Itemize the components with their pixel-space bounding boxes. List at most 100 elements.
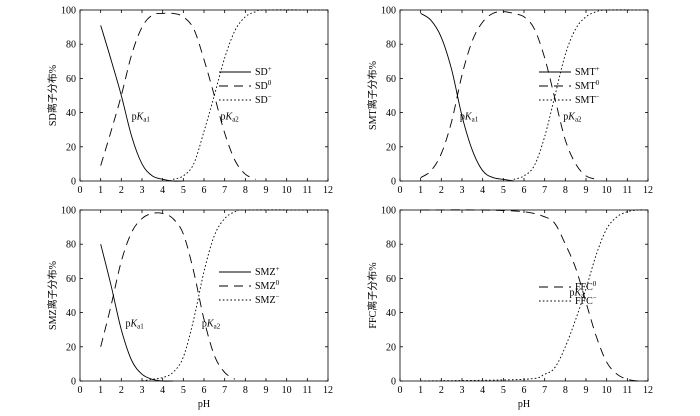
y-tick-label: 80 <box>386 240 396 251</box>
x-axis-label: pH <box>518 399 530 410</box>
x-tick-label: 10 <box>602 385 612 396</box>
y-axis-label: FFC离子分布% <box>366 262 379 328</box>
x-tick-label: 6 <box>202 385 207 396</box>
x-tick-label: 10 <box>282 385 292 396</box>
legend-label: SD0 <box>255 79 272 92</box>
y-tick-label: 100 <box>61 206 76 217</box>
y-axis-label: SMZ离子分布% <box>46 261 59 330</box>
panel-smz: 0 1 2 3 4 5 6 7 8 9 10 11 12020406080100SMZ离子分布%pHpK… <box>46 206 333 411</box>
y-tick-label: 0 <box>71 177 76 188</box>
y-tick-label: 80 <box>386 40 396 51</box>
x-tick-label: 5 <box>501 385 506 396</box>
x-tick-label: 4 <box>480 385 485 396</box>
x-tick-label: 9 <box>264 185 269 196</box>
x-tick-label: 2 <box>119 185 124 196</box>
legend-label: SMT+ <box>575 65 600 78</box>
y-tick-label: 100 <box>61 6 76 17</box>
legend-label: SD− <box>255 93 272 106</box>
x-tick-label: 12 <box>323 385 333 396</box>
x-tick-label: 1 <box>98 185 103 196</box>
y-tick-label: 0 <box>391 177 396 188</box>
pka-annotation: pKa1 <box>132 111 151 123</box>
pka-annotation: pKa <box>569 288 585 300</box>
series-line-smz-1 <box>100 212 236 380</box>
x-tick-label: 12 <box>323 185 333 196</box>
y-tick-label: 20 <box>66 342 76 353</box>
x-tick-label: 11 <box>623 185 633 196</box>
x-tick-label: 6 <box>202 185 207 196</box>
x-tick-label: 0 <box>78 385 83 396</box>
x-tick-label: 3 <box>140 185 145 196</box>
x-tick-label: 9 <box>584 385 589 396</box>
x-tick-label: 7 <box>222 385 227 396</box>
y-axis-label: SMT离子分布% <box>366 61 379 130</box>
x-tick-label: 5 <box>501 185 506 196</box>
x-tick-label: 11 <box>623 385 633 396</box>
y-tick-label: 60 <box>386 274 396 285</box>
x-tick-label: 10 <box>602 185 612 196</box>
legend-label: SD+ <box>255 65 272 78</box>
series-line-smt-2 <box>513 9 649 180</box>
legend-label: FFC0 <box>575 280 597 293</box>
y-tick-label: 40 <box>66 108 76 119</box>
x-tick-label: 1 <box>418 385 423 396</box>
y-tick-label: 40 <box>66 308 76 319</box>
plot-frame <box>399 209 649 382</box>
x-tick-label: 0 <box>398 385 403 396</box>
y-tick-label: 80 <box>66 240 76 251</box>
y-tick-label: 20 <box>386 342 396 353</box>
series-line-sd-0 <box>100 25 184 182</box>
x-tick-label: 11 <box>303 185 313 196</box>
y-tick-label: 60 <box>386 74 396 85</box>
x-tick-label: 12 <box>643 185 653 196</box>
x-tick-label: 4 <box>160 385 165 396</box>
x-tick-label: 9 <box>584 185 589 196</box>
legend-label: SMZ0 <box>255 279 280 292</box>
x-tick-label: 6 <box>522 385 527 396</box>
y-tick-label: 40 <box>386 108 396 119</box>
x-axis-label: pH <box>198 399 210 410</box>
x-tick-label: 10 <box>282 185 292 196</box>
y-tick-label: 0 <box>71 377 76 388</box>
x-tick-label: 7 <box>222 185 227 196</box>
y-tick-label: 80 <box>66 40 76 51</box>
pka-annotation: pKa1 <box>125 318 144 330</box>
x-tick-label: 1 <box>418 185 423 196</box>
x-tick-label: 8 <box>243 385 248 396</box>
x-tick-label: 7 <box>542 185 547 196</box>
x-tick-label: 3 <box>460 185 465 196</box>
x-tick-label: 4 <box>160 185 165 196</box>
series-line-smt-0 <box>420 13 514 182</box>
y-tick-label: 100 <box>381 6 396 17</box>
x-tick-label: 9 <box>264 385 269 396</box>
x-tick-label: 1 <box>98 385 103 396</box>
pka-annotation: pKa2 <box>202 318 221 330</box>
y-tick-label: 40 <box>386 308 396 319</box>
y-tick-label: 20 <box>66 142 76 153</box>
x-tick-label: 11 <box>303 385 313 396</box>
plot-frame <box>79 209 329 382</box>
y-tick-label: 20 <box>386 142 396 153</box>
pka-annotation: pKa2 <box>563 111 582 123</box>
x-tick-label: 7 <box>542 385 547 396</box>
series-line-smz-2 <box>141 209 329 382</box>
x-tick-label: 2 <box>439 185 444 196</box>
series-line-ffc-0 <box>420 209 649 382</box>
x-tick-label: 0 <box>398 185 403 196</box>
y-tick-label: 0 <box>391 377 396 388</box>
x-tick-label: 5 <box>181 385 186 396</box>
legend-label: FFC− <box>575 294 597 307</box>
x-tick-label: 12 <box>643 385 653 396</box>
x-tick-label: 5 <box>181 185 186 196</box>
series-line-sd-2 <box>172 9 329 180</box>
series-line-ffc-1 <box>420 209 649 382</box>
x-tick-label: 3 <box>140 385 145 396</box>
x-tick-label: 8 <box>563 185 568 196</box>
x-tick-label: 8 <box>243 185 248 196</box>
plot-frame <box>79 9 329 182</box>
legend-label: SMT0 <box>575 79 600 92</box>
x-tick-label: 0 <box>78 185 83 196</box>
